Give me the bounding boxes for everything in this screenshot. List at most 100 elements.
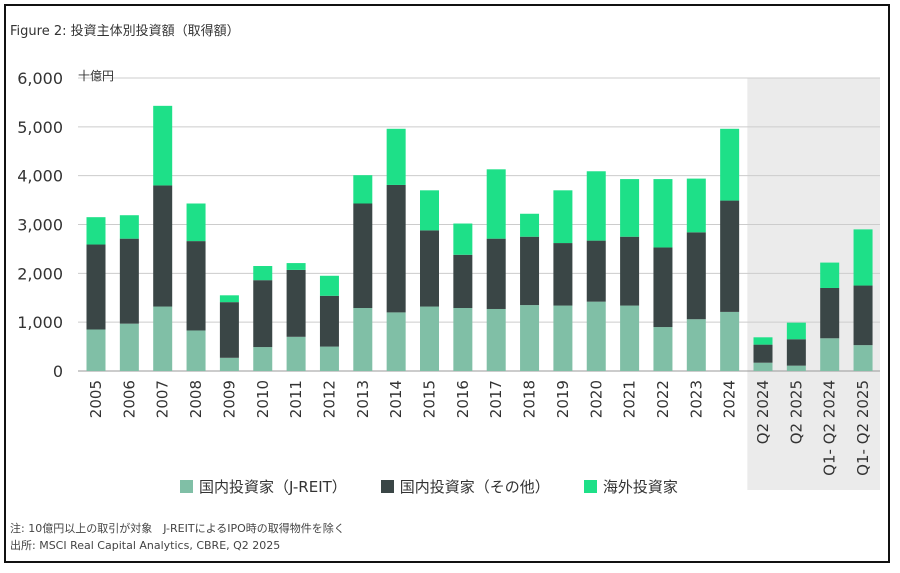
- legend-item-jreit: 国内投資家（J-REIT）: [180, 476, 347, 497]
- x-tick-label: Q1- Q2 2025: [854, 380, 872, 476]
- bar-segment-foreign: [486, 169, 506, 239]
- bar-segment-domestic_other: [119, 238, 139, 324]
- x-tick-label: 2008: [187, 380, 205, 418]
- legend-swatch-domestic-other: [380, 480, 394, 493]
- bar-segment-foreign: [319, 275, 339, 296]
- unit-label: 十億円: [78, 69, 114, 83]
- bar-segment-domestic_other: [853, 285, 873, 346]
- x-tick-label: 2009: [220, 380, 238, 418]
- bar-segment-foreign: [186, 203, 206, 242]
- bar-segment-foreign: [253, 266, 273, 281]
- footnote: 注: 10億円以上の取引が対象 J-REITによるIPO時の取得物件を除く: [10, 522, 345, 535]
- bar-segment-foreign: [520, 213, 540, 237]
- bar-segment-domestic_other: [86, 244, 106, 330]
- y-tick-label: 3,000: [17, 216, 63, 235]
- x-tick-label: 2016: [454, 380, 472, 418]
- y-tick-label: 4,000: [17, 167, 63, 186]
- bar-segment-jreit: [286, 336, 306, 371]
- x-tick-label: 2018: [521, 380, 539, 418]
- bars-layer: [86, 105, 873, 371]
- bar-segment-domestic_other: [586, 240, 606, 302]
- figure-frame: [4, 4, 890, 563]
- bar-segment-foreign: [153, 105, 173, 186]
- bar-segment-foreign: [653, 179, 673, 248]
- bar-segment-jreit: [786, 365, 806, 371]
- bar-segment-foreign: [286, 263, 306, 270]
- x-tick-label: 2024: [721, 380, 739, 418]
- x-tick-label: 2022: [654, 380, 672, 418]
- bar-segment-domestic_other: [186, 241, 206, 331]
- bar-segment-jreit: [253, 347, 273, 371]
- bar-segment-jreit: [420, 306, 439, 371]
- x-tick-label: 2020: [587, 380, 605, 418]
- bar-segment-jreit: [820, 338, 840, 371]
- x-tick-label: 2014: [387, 380, 405, 418]
- x-tick-label: 2015: [421, 380, 439, 418]
- bar-segment-jreit: [353, 308, 373, 371]
- x-tick-label: 2017: [487, 380, 505, 418]
- x-tick-label: 2010: [254, 380, 272, 418]
- bar-segment-domestic_other: [386, 184, 406, 313]
- bar-segment-jreit: [186, 330, 206, 371]
- bar-segment-domestic_other: [253, 280, 273, 348]
- bar-segment-domestic_other: [286, 269, 306, 337]
- y-tick-label: 5,000: [17, 118, 63, 137]
- bar-segment-domestic_other: [820, 287, 840, 339]
- bar-segment-foreign: [386, 128, 406, 185]
- bar-segment-domestic_other: [453, 254, 473, 309]
- y-tick-label: 6,000: [17, 69, 63, 88]
- bar-segment-domestic_other: [720, 200, 740, 312]
- legend-swatch-jreit: [180, 480, 193, 493]
- bar-segment-foreign: [820, 262, 840, 288]
- bar-segment-foreign: [119, 215, 139, 239]
- bar-segment-jreit: [720, 311, 740, 371]
- bar-segment-domestic_other: [786, 339, 806, 366]
- bar-segment-jreit: [119, 323, 139, 371]
- bar-segment-domestic_other: [219, 302, 239, 358]
- bar-segment-foreign: [786, 322, 806, 340]
- x-tick-label: 2011: [287, 380, 305, 418]
- bar-segment-jreit: [653, 327, 673, 371]
- bar-segment-jreit: [486, 308, 506, 371]
- y-tick-label: 2,000: [17, 264, 63, 283]
- bar-segment-domestic_other: [420, 230, 439, 307]
- legend-item-domestic-other: 国内投資家（その他）: [380, 476, 550, 497]
- legend-swatch-foreign: [583, 480, 597, 493]
- bar-segment-foreign: [620, 179, 640, 237]
- bar-segment-jreit: [620, 305, 640, 371]
- bar-segment-foreign: [219, 295, 239, 303]
- bar-segment-domestic_other: [353, 203, 373, 309]
- legend-label-domestic-other: 国内投資家（その他）: [399, 478, 550, 496]
- x-axis-ticks: 2005 2006 2007 2008 2009 2010 2011 2012 2013 2014…: [87, 380, 872, 476]
- bar-segment-domestic_other: [620, 236, 640, 306]
- legend-label-foreign: 海外投資家: [602, 478, 678, 496]
- bar-segment-jreit: [686, 319, 706, 371]
- bar-segment-foreign: [453, 223, 473, 255]
- x-tick-label: 2021: [621, 380, 639, 418]
- x-tick-label: 2019: [554, 380, 572, 418]
- bar-segment-jreit: [86, 329, 106, 371]
- bar-segment-domestic_other: [686, 232, 706, 320]
- bar-segment-jreit: [453, 308, 473, 371]
- y-tick-label: 0: [53, 362, 63, 381]
- bar-segment-foreign: [553, 190, 573, 244]
- legend-label-jreit: 国内投資家（J-REIT）: [199, 478, 347, 496]
- x-tick-label: Q2 2025: [787, 380, 805, 444]
- bar-segment-domestic_other: [753, 344, 773, 363]
- bar-segment-domestic_other: [520, 236, 540, 306]
- bar-segment-domestic_other: [319, 295, 339, 347]
- bar-segment-foreign: [86, 217, 106, 245]
- x-tick-label: Q1- Q2 2024: [821, 380, 839, 476]
- bar-segment-jreit: [853, 345, 873, 371]
- x-tick-label: 2012: [320, 380, 338, 418]
- bar-segment-jreit: [386, 312, 406, 371]
- bar-segment-domestic_other: [153, 185, 173, 307]
- bar-segment-domestic_other: [553, 243, 573, 306]
- bar-segment-foreign: [586, 171, 606, 241]
- bar-segment-foreign: [353, 175, 373, 204]
- bar-segment-jreit: [553, 305, 573, 371]
- bar-segment-foreign: [853, 229, 873, 286]
- bar-segment-foreign: [720, 128, 740, 201]
- bar-segment-jreit: [586, 301, 606, 371]
- x-tick-label: 2013: [354, 380, 372, 418]
